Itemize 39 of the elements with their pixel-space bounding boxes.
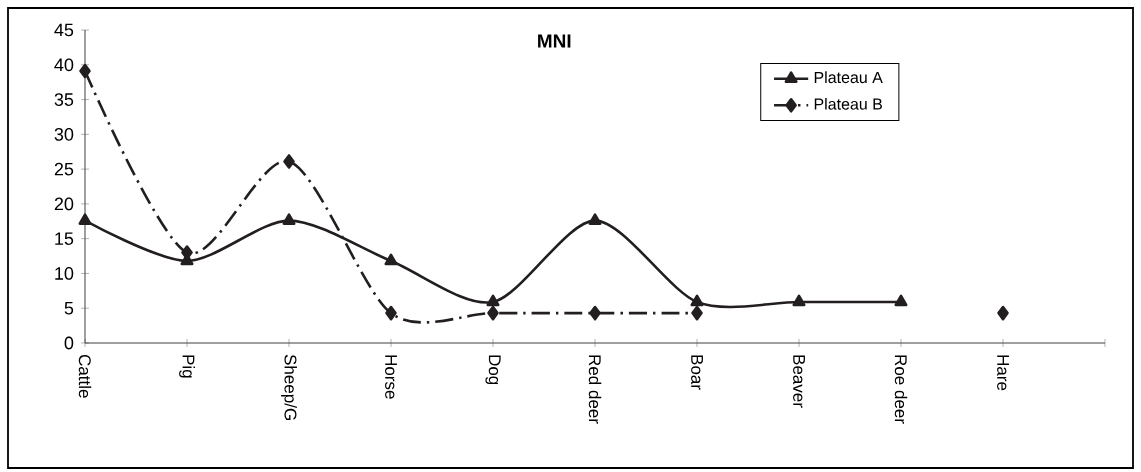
x-tick-label: Pig xyxy=(179,355,195,378)
x-tick-label: Dog xyxy=(485,355,501,385)
point xyxy=(78,213,92,225)
y-tick-label: 35 xyxy=(54,93,74,106)
point xyxy=(487,305,499,321)
y-tick-label: 5 xyxy=(64,301,74,315)
point xyxy=(997,305,1009,321)
point xyxy=(181,245,193,260)
y-tick-label: 15 xyxy=(55,232,74,245)
y-tick-label: 25 xyxy=(54,162,74,176)
chart-title: MNI xyxy=(538,34,571,48)
point xyxy=(79,63,91,79)
point xyxy=(894,294,908,307)
point xyxy=(690,294,704,307)
x-tick-label: Sheep/G xyxy=(281,354,297,420)
legend-label: Plateau A xyxy=(814,71,883,84)
y-tick-label: 30 xyxy=(54,127,74,141)
y-tick-label: 20 xyxy=(54,197,74,211)
y-tick-label: 0 xyxy=(64,336,74,350)
x-tick-label: Beaver xyxy=(793,355,805,408)
x-tick-label: Roe deer xyxy=(894,355,908,424)
x-tick-label: Cattle xyxy=(78,354,92,398)
point xyxy=(588,213,602,225)
point xyxy=(282,213,296,225)
x-tick-label: Hare xyxy=(997,355,1009,391)
x-tick-label: Boar xyxy=(691,355,703,390)
point xyxy=(486,294,500,307)
point xyxy=(691,305,703,321)
x-tick-label: Horse xyxy=(385,355,397,399)
legend-label: Plateau B xyxy=(814,97,882,110)
x-tick-label: Red deer xyxy=(588,355,602,424)
y-tick-label: 10 xyxy=(55,267,74,280)
point xyxy=(283,154,295,169)
point xyxy=(384,253,398,266)
point xyxy=(385,305,397,321)
y-tick-label: 45 xyxy=(54,23,74,37)
point xyxy=(589,305,601,321)
point xyxy=(792,294,806,307)
y-tick-label: 40 xyxy=(54,58,74,72)
